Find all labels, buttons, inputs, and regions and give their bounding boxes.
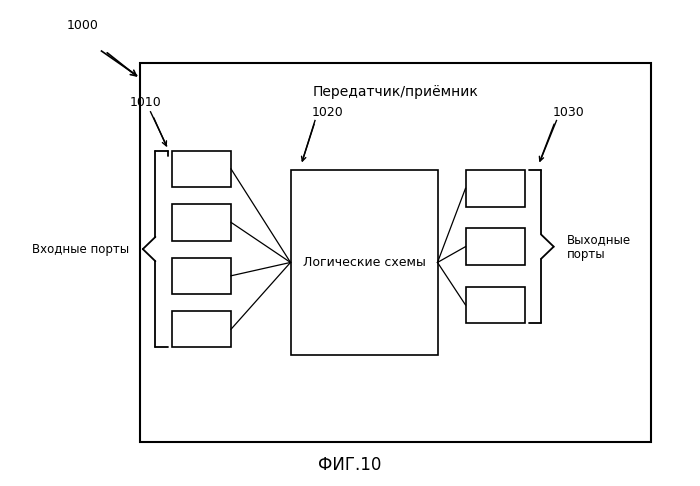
- Bar: [290, 170, 438, 355]
- Bar: [172, 311, 231, 347]
- Text: Логические схемы: Логические схемы: [302, 256, 426, 269]
- Text: 1010: 1010: [130, 96, 161, 109]
- Bar: [172, 151, 231, 187]
- Bar: [172, 258, 231, 294]
- Text: 1030: 1030: [553, 106, 584, 119]
- Bar: [466, 170, 525, 207]
- Text: ФИГ.10: ФИГ.10: [318, 456, 382, 474]
- Text: 1000: 1000: [66, 18, 99, 32]
- Text: Входные порты: Входные порты: [32, 243, 130, 256]
- Bar: [466, 228, 525, 265]
- Text: Передатчик/приёмник: Передатчик/приёмник: [313, 85, 478, 99]
- Bar: [466, 287, 525, 323]
- Text: Выходные
порты: Выходные порты: [567, 233, 631, 260]
- Text: 1020: 1020: [312, 106, 343, 119]
- Bar: [140, 63, 651, 442]
- Bar: [172, 204, 231, 241]
